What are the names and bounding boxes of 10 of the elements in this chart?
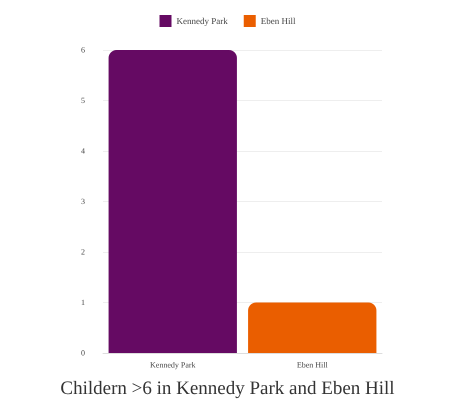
y-tick-label: 1 bbox=[81, 298, 85, 307]
legend-label: Kennedy Park bbox=[176, 16, 228, 26]
y-tick-label: 6 bbox=[81, 46, 85, 54]
y-tick-label: 0 bbox=[81, 348, 85, 358]
y-tick-label: 4 bbox=[81, 146, 85, 156]
y-tick-label: 5 bbox=[81, 96, 85, 105]
text: Childern >6 in Kennedy Park and Eben Hill bbox=[60, 378, 395, 399]
y-tick-label: 3 bbox=[81, 197, 85, 206]
legend-label: Eben Hill bbox=[260, 16, 296, 26]
y-tick-label: 2 bbox=[81, 248, 85, 256]
